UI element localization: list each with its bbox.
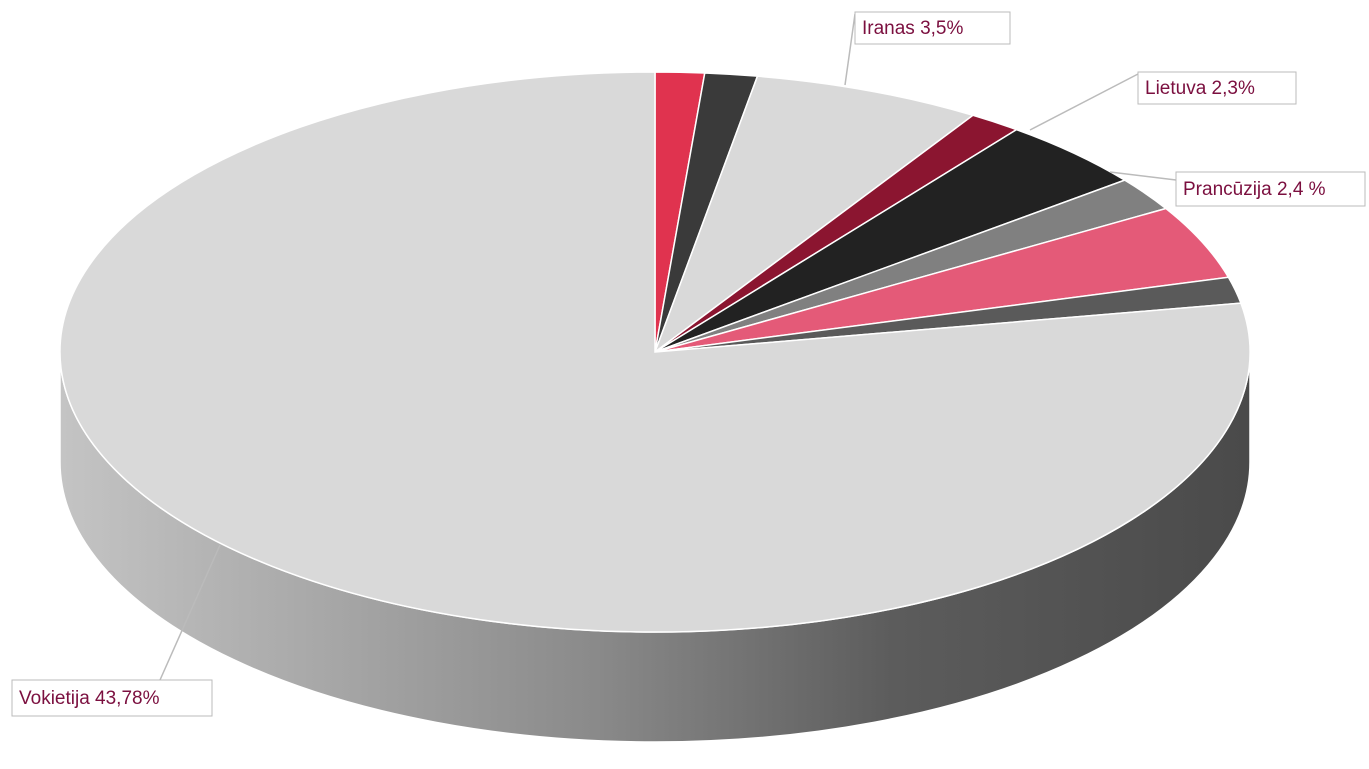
data-label: Prancūzija 2,4 % [1183,179,1326,200]
data-label: Lietuva 2,3% [1145,78,1255,99]
leader-line [159,544,221,681]
data-label: Vokietija 43,78% [19,688,160,709]
leader-line [1029,73,1139,131]
pie-slice [59,71,1251,633]
pie-slice [653,75,975,355]
leader-line [1109,171,1177,181]
leader-line [844,13,856,86]
label-box [854,11,1011,45]
label-box [11,679,213,717]
data-label: Iranas 3,5% [862,18,963,39]
label-box [1175,171,1366,207]
label-box [1137,71,1297,105]
